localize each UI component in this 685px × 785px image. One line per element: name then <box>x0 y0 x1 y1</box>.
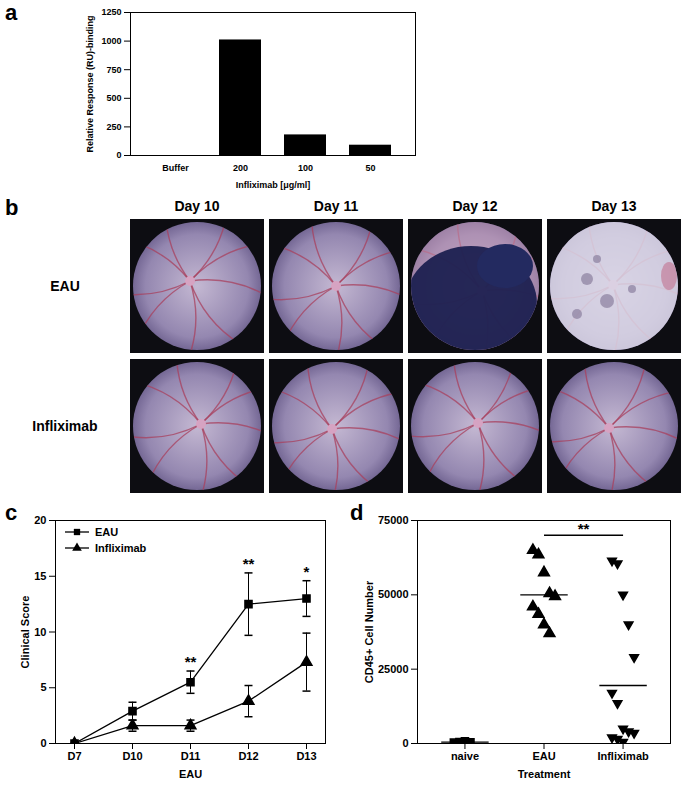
svg-text:D12: D12 <box>238 750 258 762</box>
svg-text:250: 250 <box>106 122 121 132</box>
svg-text:75000: 75000 <box>378 514 409 526</box>
html-text:Infliximab: Infliximab <box>95 542 147 554</box>
svg-text:**: ** <box>243 555 255 572</box>
html-text:b: b <box>5 195 19 220</box>
svg-text:50000: 50000 <box>378 588 409 600</box>
svg-text:**: ** <box>185 653 197 670</box>
svg-text:Buffer: Buffer <box>162 163 189 173</box>
svg-text:25000: 25000 <box>378 663 409 675</box>
svg-text:Day 12: Day 12 <box>452 198 497 214</box>
svg-text:50: 50 <box>365 163 375 173</box>
svg-text:D13: D13 <box>296 750 316 762</box>
svg-text:EAU: EAU <box>50 278 80 294</box>
svg-text:Infliximab: Infliximab <box>32 418 97 434</box>
svg-text:100: 100 <box>298 163 313 173</box>
svg-text:1250: 1250 <box>101 7 121 17</box>
svg-text:Relative Response (RU)-binding: Relative Response (RU)-binding <box>85 15 95 152</box>
svg-text:Clinical Score: Clinical Score <box>19 596 31 669</box>
svg-text:0: 0 <box>402 737 408 749</box>
svg-text:10: 10 <box>34 626 46 638</box>
svg-text:Infliximab: Infliximab <box>597 750 649 762</box>
svg-text:**: ** <box>578 520 590 537</box>
html-text:a: a <box>5 0 18 25</box>
svg-text:Infliximab [μg/ml]: Infliximab [μg/ml] <box>236 180 311 190</box>
svg-text:EAU: EAU <box>532 750 555 762</box>
svg-text:0: 0 <box>116 150 121 160</box>
svg-text:D7: D7 <box>67 750 81 762</box>
svg-text:D11: D11 <box>181 750 201 762</box>
svg-text:*: * <box>304 563 310 580</box>
svg-text:naive: naive <box>451 750 479 762</box>
html-text:c: c <box>5 500 18 525</box>
svg-text:D10: D10 <box>122 750 142 762</box>
svg-text:CD45+ Cell Number: CD45+ Cell Number <box>363 580 375 683</box>
svg-text:Treatment: Treatment <box>518 768 571 780</box>
svg-text:0: 0 <box>40 737 46 749</box>
svg-text:1000: 1000 <box>101 36 121 46</box>
svg-text:20: 20 <box>34 514 46 526</box>
svg-text:5: 5 <box>40 681 46 693</box>
svg-text:750: 750 <box>106 65 121 75</box>
svg-text:Day 13: Day 13 <box>591 198 636 214</box>
svg-text:EAU: EAU <box>179 768 202 780</box>
svg-text:Day 10: Day 10 <box>174 198 219 214</box>
svg-text:200: 200 <box>233 163 248 173</box>
svg-text:Day 11: Day 11 <box>314 198 359 214</box>
svg-text:500: 500 <box>106 93 121 103</box>
html-text:d: d <box>350 500 364 525</box>
svg-text:15: 15 <box>34 570 46 582</box>
html-text:EAU: EAU <box>95 526 119 538</box>
